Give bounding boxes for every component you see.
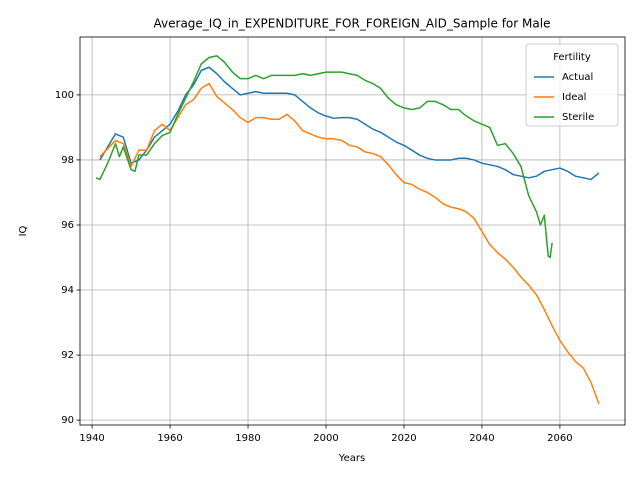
y-tick-label: 100 <box>55 90 74 101</box>
x-tick-label: 2020 <box>391 433 416 444</box>
x-tick-label: 2040 <box>469 433 494 444</box>
line <box>99 66 600 181</box>
line <box>95 55 553 259</box>
plot-frame <box>79 36 626 426</box>
legend: Fertility Actual Ideal Sterile <box>525 43 619 127</box>
x-tick-label: 2060 <box>547 433 572 444</box>
legend-title: Fertility <box>553 52 591 63</box>
legend-label: Sterile <box>562 112 594 123</box>
chart-title: Average_IQ_in_EXPENDITURE_FOR_FOREIGN_AI… <box>154 17 551 31</box>
y-tick-label: 90 <box>61 415 74 426</box>
legend-label: Ideal <box>562 92 586 103</box>
legend-box <box>525 43 619 127</box>
y-axis-label: IQ <box>18 225 29 236</box>
x-tick-label: 1940 <box>79 433 104 444</box>
x-axis-label: Years <box>338 453 365 464</box>
y-tick-label: 96 <box>61 220 74 231</box>
y-tick-label: 98 <box>61 155 74 166</box>
y-tick-label: 92 <box>61 350 74 361</box>
y-tick-label: 94 <box>61 285 74 296</box>
x-tick-label: 2000 <box>313 433 338 444</box>
x-tick-label: 1980 <box>235 433 260 444</box>
line <box>99 82 600 405</box>
x-tick-label: 1960 <box>157 433 182 444</box>
legend-label: Actual <box>562 72 593 83</box>
